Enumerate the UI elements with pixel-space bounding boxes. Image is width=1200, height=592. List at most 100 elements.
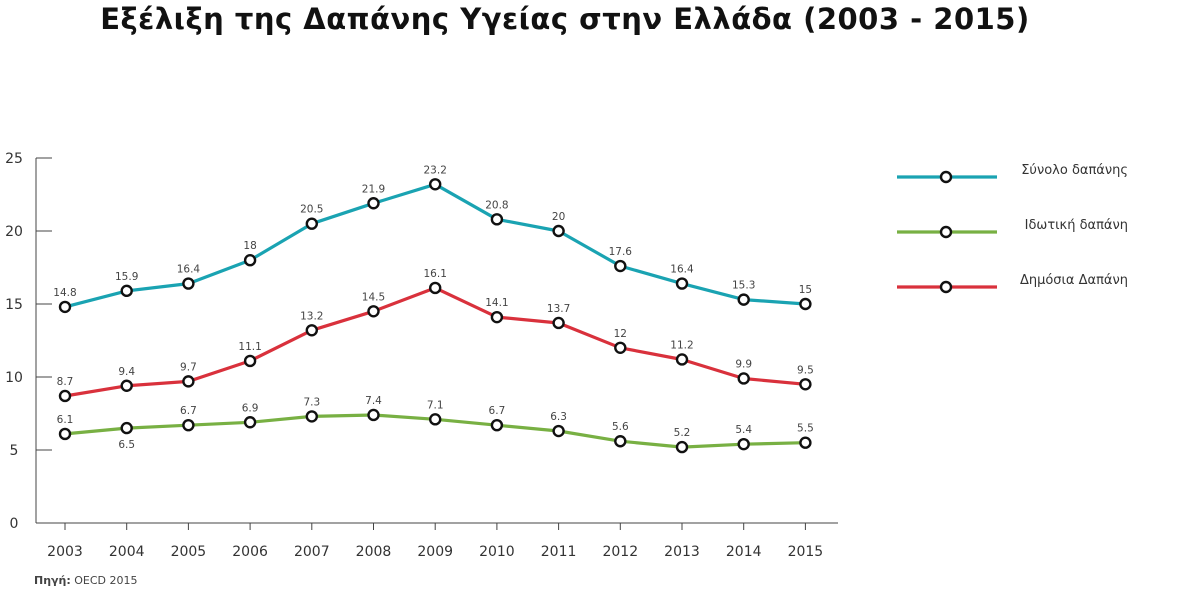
data-label: 6.7 <box>489 405 506 417</box>
legend-marker <box>939 280 953 294</box>
data-label: 23.2 <box>424 164 447 176</box>
data-point <box>367 305 380 318</box>
data-point <box>182 418 195 432</box>
data-point <box>243 416 257 429</box>
data-point <box>305 217 318 230</box>
legend-marker <box>939 225 953 239</box>
series-line <box>64 286 806 398</box>
data-point <box>614 435 627 448</box>
data-point <box>120 379 133 392</box>
data-point <box>490 310 504 324</box>
y-tick-label: 25 <box>5 151 23 167</box>
data-label: 15 <box>799 284 812 296</box>
data-point <box>120 284 133 298</box>
y-tick-label: 0 <box>10 516 19 532</box>
data-label: 16.4 <box>177 264 201 276</box>
data-point <box>799 297 812 311</box>
data-label: 5.6 <box>612 421 629 433</box>
chart-series: 14.8 15.9 16.4 18 20.5 21.9 23.2 20.8 20 17.6 16.4… <box>53 164 814 454</box>
data-point <box>614 341 627 354</box>
data-label: 9.5 <box>797 364 814 376</box>
legend-item: Δημόσια Δαπάνη <box>897 273 1128 294</box>
data-label: 16.4 <box>670 264 694 276</box>
series-3: 8.7 9.4 9.7 11.1 13.2 14.5 16.1 14.1 13.7 12 11.2 9… <box>57 268 814 403</box>
data-label: 6.3 <box>550 411 567 423</box>
data-label: 7.4 <box>365 395 382 407</box>
legend-item: Σύνολο δαπάνης <box>897 163 1128 184</box>
data-label: 16.1 <box>424 268 447 280</box>
source-text: OECD 2015 <box>74 574 138 587</box>
chart-axes: 0 5 10 15 20 25 2003 2004 2005 2006 2007 2008 2009 20… <box>5 151 838 560</box>
data-point <box>367 197 380 210</box>
data-point <box>490 213 504 226</box>
chart-legend: Σύνολο δαπάνης Ιδωτική δαπάνη Δημόσια Δαπά… <box>897 163 1128 294</box>
legend-label: Ιδωτική δαπάνη <box>1025 218 1128 233</box>
data-point <box>58 427 72 441</box>
data-label: 8.7 <box>57 376 74 388</box>
data-label: 15.9 <box>115 271 138 283</box>
data-label: 9.9 <box>735 358 752 370</box>
x-tick-label: 2012 <box>602 544 638 560</box>
data-point <box>305 324 318 337</box>
x-tick-label: 2004 <box>109 544 145 560</box>
data-point <box>120 421 133 435</box>
y-tick-label: 10 <box>5 370 23 386</box>
data-label: 5.5 <box>797 423 814 435</box>
data-point <box>675 277 689 290</box>
data-label: 14.8 <box>53 287 76 299</box>
data-label: 11.1 <box>238 341 261 353</box>
data-label: 6.9 <box>242 402 259 414</box>
data-label: 14.5 <box>362 291 385 303</box>
source-label: Πηγή: <box>34 574 71 587</box>
chart-title: Εξέλιξη της Δαπάνης Υγείας στην Ελλάδα (… <box>100 2 1030 36</box>
data-label: 7.1 <box>427 399 444 411</box>
data-point <box>552 424 565 438</box>
series-2: 6.1 6.5 6.7 6.9 7.3 7.4 7.1 6.7 6.3 5.6 5.2 5.4 5.5 <box>57 395 814 454</box>
data-label: 14.1 <box>485 297 508 309</box>
data-point <box>305 410 318 423</box>
source-note: Πηγή: OECD 2015 <box>34 574 138 587</box>
data-label: 15.3 <box>732 280 755 292</box>
y-tick-label: 5 <box>10 443 19 459</box>
data-point <box>367 408 380 422</box>
data-label: 5.4 <box>735 424 752 436</box>
data-point <box>552 316 565 330</box>
data-point <box>737 293 750 306</box>
data-point <box>675 440 689 454</box>
x-tick-label: 2013 <box>664 544 700 560</box>
data-label: 18 <box>243 240 256 252</box>
data-point <box>243 354 257 368</box>
data-label: 20 <box>552 211 565 223</box>
x-tick-label: 2010 <box>479 544 515 560</box>
x-tick-label: 2014 <box>726 544 762 560</box>
x-tick-label: 2009 <box>417 544 453 560</box>
data-point <box>58 389 72 403</box>
data-point <box>614 259 627 273</box>
data-point <box>799 378 812 391</box>
data-point <box>552 224 565 238</box>
data-label: 6.1 <box>57 414 74 426</box>
data-label: 9.7 <box>180 361 197 373</box>
x-tick-label: 2011 <box>541 544 577 560</box>
data-point <box>737 372 750 385</box>
data-label: 20.5 <box>300 204 323 216</box>
x-tick-label: 2005 <box>171 544 207 560</box>
data-point <box>737 437 750 451</box>
data-point <box>58 300 72 314</box>
data-point <box>429 281 442 295</box>
data-label: 13.2 <box>300 310 323 322</box>
data-point <box>429 413 442 426</box>
legend-item: Ιδωτική δαπάνη <box>897 218 1128 239</box>
data-point <box>182 375 195 388</box>
legend-label: Δημόσια Δαπάνη <box>1020 273 1128 288</box>
y-tick-label: 15 <box>5 297 23 313</box>
legend-label: Σύνολο δαπάνης <box>1021 163 1128 178</box>
data-label: 9.4 <box>118 366 135 378</box>
x-tick-label: 2006 <box>232 544 268 560</box>
x-tick-label: 2015 <box>788 544 824 560</box>
data-point <box>675 353 689 366</box>
data-point <box>243 254 257 267</box>
y-tick-label: 20 <box>5 224 23 240</box>
data-label: 13.7 <box>547 303 570 315</box>
